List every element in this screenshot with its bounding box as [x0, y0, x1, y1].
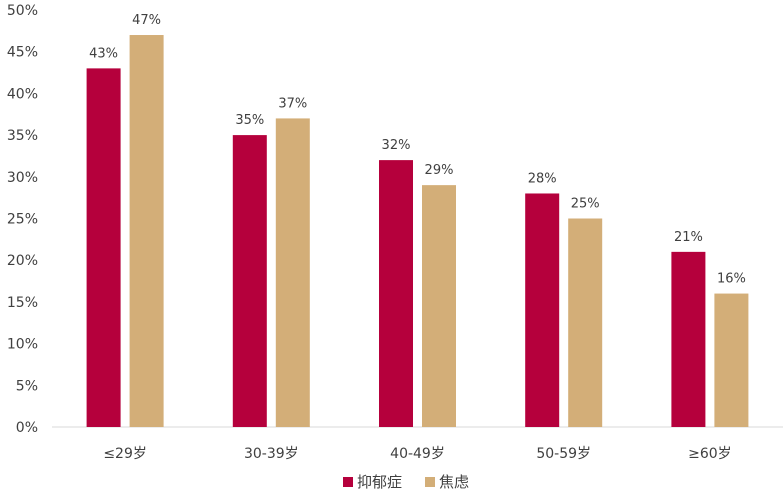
legend: 抑郁症 焦虑 — [343, 473, 469, 491]
data-label: 28% — [528, 171, 557, 186]
bar-depression-1 — [232, 135, 267, 427]
bar-anxiety-2 — [422, 185, 456, 427]
bar-depression-3 — [525, 193, 560, 427]
x-category-label: 50-59岁 — [536, 446, 591, 462]
legend-swatch — [425, 477, 435, 487]
data-label: 47% — [132, 13, 161, 28]
legend-item-depression: 抑郁症 — [343, 473, 402, 491]
bar-anxiety-1 — [275, 118, 310, 428]
data-labels: 43% 47% 35% 37% 32% 29% 28% 25% 21% 16% — [89, 13, 746, 287]
x-category-label: 30-39岁 — [244, 446, 299, 462]
y-axis-ticks: 0% 5% 10% 15% 20% 25% 30% 35% 40% 45% 50% — [7, 3, 38, 436]
bar-anxiety-4 — [714, 293, 749, 427]
x-axis-category-labels: ≤29岁 30-39岁 40-49岁 50-59岁 ≥60岁 — [103, 446, 731, 462]
bar-depression-0 — [86, 68, 121, 427]
x-category-label: ≤29岁 — [103, 446, 147, 462]
y-tick-label: 40% — [7, 86, 38, 102]
y-tick-label: 15% — [7, 295, 38, 311]
bars — [86, 35, 749, 428]
data-label: 29% — [425, 163, 454, 178]
y-tick-label: 25% — [7, 212, 38, 228]
data-label: 16% — [717, 272, 746, 287]
data-label: 32% — [382, 138, 411, 153]
bar-anxiety-3 — [568, 218, 603, 427]
legend-swatch — [343, 477, 353, 487]
y-tick-label: 5% — [16, 378, 38, 394]
data-label: 21% — [674, 230, 703, 245]
y-tick-label: 10% — [7, 337, 38, 353]
bar-anxiety-0 — [129, 35, 164, 428]
data-label: 25% — [571, 197, 600, 212]
bar-depression-4 — [671, 251, 706, 427]
bar-depression-2 — [379, 160, 413, 427]
legend-label: 抑郁症 — [357, 473, 402, 491]
data-label: 37% — [278, 96, 307, 111]
y-tick-label: 20% — [7, 253, 38, 269]
y-tick-label: 50% — [7, 3, 38, 19]
y-tick-label: 0% — [16, 420, 38, 436]
x-category-label: ≥60岁 — [688, 446, 732, 462]
data-label: 43% — [89, 46, 118, 61]
legend-label: 焦虑 — [439, 473, 469, 491]
y-tick-label: 45% — [7, 45, 38, 61]
y-tick-label: 30% — [7, 170, 38, 186]
data-label: 35% — [235, 113, 264, 128]
y-tick-label: 35% — [7, 128, 38, 144]
legend-item-anxiety: 焦虑 — [425, 473, 469, 491]
x-category-label: 40-49岁 — [390, 446, 445, 462]
